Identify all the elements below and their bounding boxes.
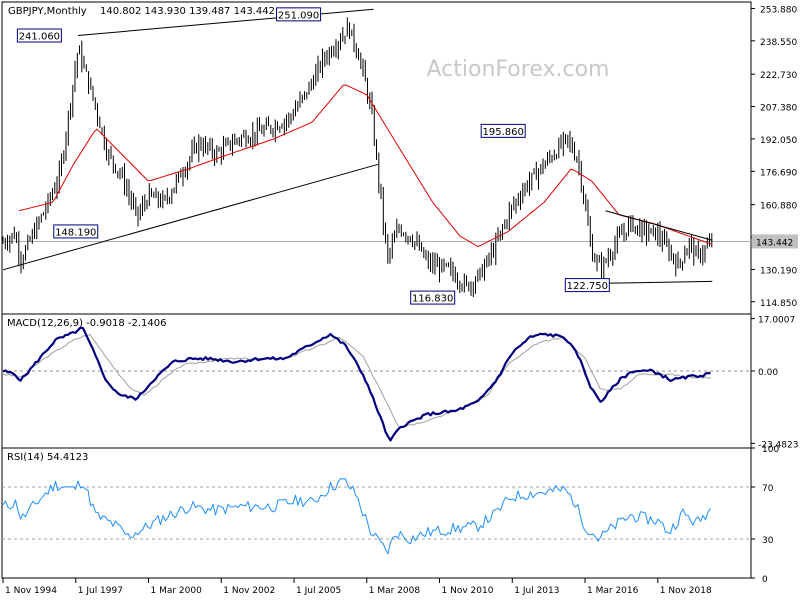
time-axis: 1 Nov 1994 1 Jul 1997 1 Mar 2000 1 Nov 2002… <box>2 578 712 596</box>
macd-series <box>2 326 751 442</box>
rsi-line <box>2 478 711 555</box>
price-annotation-label: 195.860 <box>483 127 524 138</box>
price-annotation-box <box>410 290 456 305</box>
watermark: ActionForex.com <box>427 57 610 82</box>
time-tick-label: 1 Mar 2008 <box>369 586 421 596</box>
trendline <box>589 280 713 285</box>
time-tick-label: 1 Nov 2010 <box>442 586 494 596</box>
time-tick-label: 1 Mar 2000 <box>151 586 203 596</box>
rsi-tick-label: 70 <box>762 484 774 494</box>
price-tick-label: 238.550 <box>760 38 797 48</box>
trendlines <box>2 8 713 285</box>
price-annotation-label: 116.830 <box>412 294 453 305</box>
time-tick-label: 1 Jul 2005 <box>296 586 341 596</box>
time-tick-label: 1 Nov 1994 <box>5 586 57 596</box>
price-annotation-label: 122.750 <box>567 281 608 292</box>
current-price-box <box>752 234 798 249</box>
trendline <box>77 8 374 37</box>
rsi-panel-frame <box>1 447 752 579</box>
macd-line <box>2 326 711 442</box>
symbol-label: GBPJPY,Monthly <box>8 6 87 17</box>
time-tick-label: 1 Jul 1997 <box>78 586 123 596</box>
price-tick-label: 176.690 <box>760 168 797 178</box>
rsi-tick-label: 100 <box>762 445 779 455</box>
price-tick-label: 114.850 <box>760 299 797 309</box>
time-tick-label: 1 Nov 2002 <box>223 586 275 596</box>
rsi-tick-label: 30 <box>762 536 774 546</box>
time-tick-label: 1 Nov 2018 <box>660 586 712 596</box>
price-tick-label: 192.050 <box>760 136 797 146</box>
ma-line <box>18 84 713 247</box>
time-tick-label: 1 Mar 2016 <box>587 586 639 596</box>
price-annotations: 241.060 251.090 148.190 116.830 195.860 122.7… <box>16 7 610 305</box>
price-tick-label: 160.880 <box>760 202 797 212</box>
macd-signal-line <box>2 333 712 428</box>
price-tick-label: 222.730 <box>760 71 797 81</box>
price-annotation-box <box>276 7 322 22</box>
time-tick-label: 1 Jul 2013 <box>514 586 559 596</box>
price-annotation-box <box>53 224 99 239</box>
trendline <box>605 210 713 241</box>
price-annotation-label: 241.060 <box>19 32 60 43</box>
moving-average <box>18 84 713 247</box>
price-annotation-box <box>16 28 62 43</box>
rsi-title: RSI(14) 54.4123 <box>7 452 88 463</box>
price-axis: 253.880 238.550 222.730 207.380 192.050 176.6… <box>751 5 798 309</box>
macd-axis: 17.0007 0.00 -23.4823 <box>751 316 798 450</box>
macd-title: MACD(12,26,9) -0.9018 -2.1406 <box>7 318 167 329</box>
price-annotation-box <box>564 278 610 293</box>
rsi-series <box>2 478 751 555</box>
macd-panel-frame <box>1 313 752 449</box>
price-tick-label: 207.380 <box>760 104 797 114</box>
price-annotation-label: 251.090 <box>278 10 319 21</box>
price-annotation-box <box>480 123 526 138</box>
macd-tick-label: -23.4823 <box>758 440 798 450</box>
macd-tick-label: 17.0007 <box>758 316 795 326</box>
ohlc-values: 140.802 143.930 139.487 143.442 <box>100 6 275 17</box>
macd-tick-label: 0.00 <box>758 368 778 378</box>
current-price-label: 143.442 <box>756 238 793 248</box>
price-annotation-label: 148.190 <box>55 227 96 238</box>
price-tick-label: 253.880 <box>760 5 797 15</box>
price-tick-label: 130.190 <box>760 266 797 276</box>
trendline <box>2 163 379 271</box>
rsi-axis: 100 70 30 0 <box>751 445 779 585</box>
rsi-tick-label: 0 <box>762 575 768 585</box>
